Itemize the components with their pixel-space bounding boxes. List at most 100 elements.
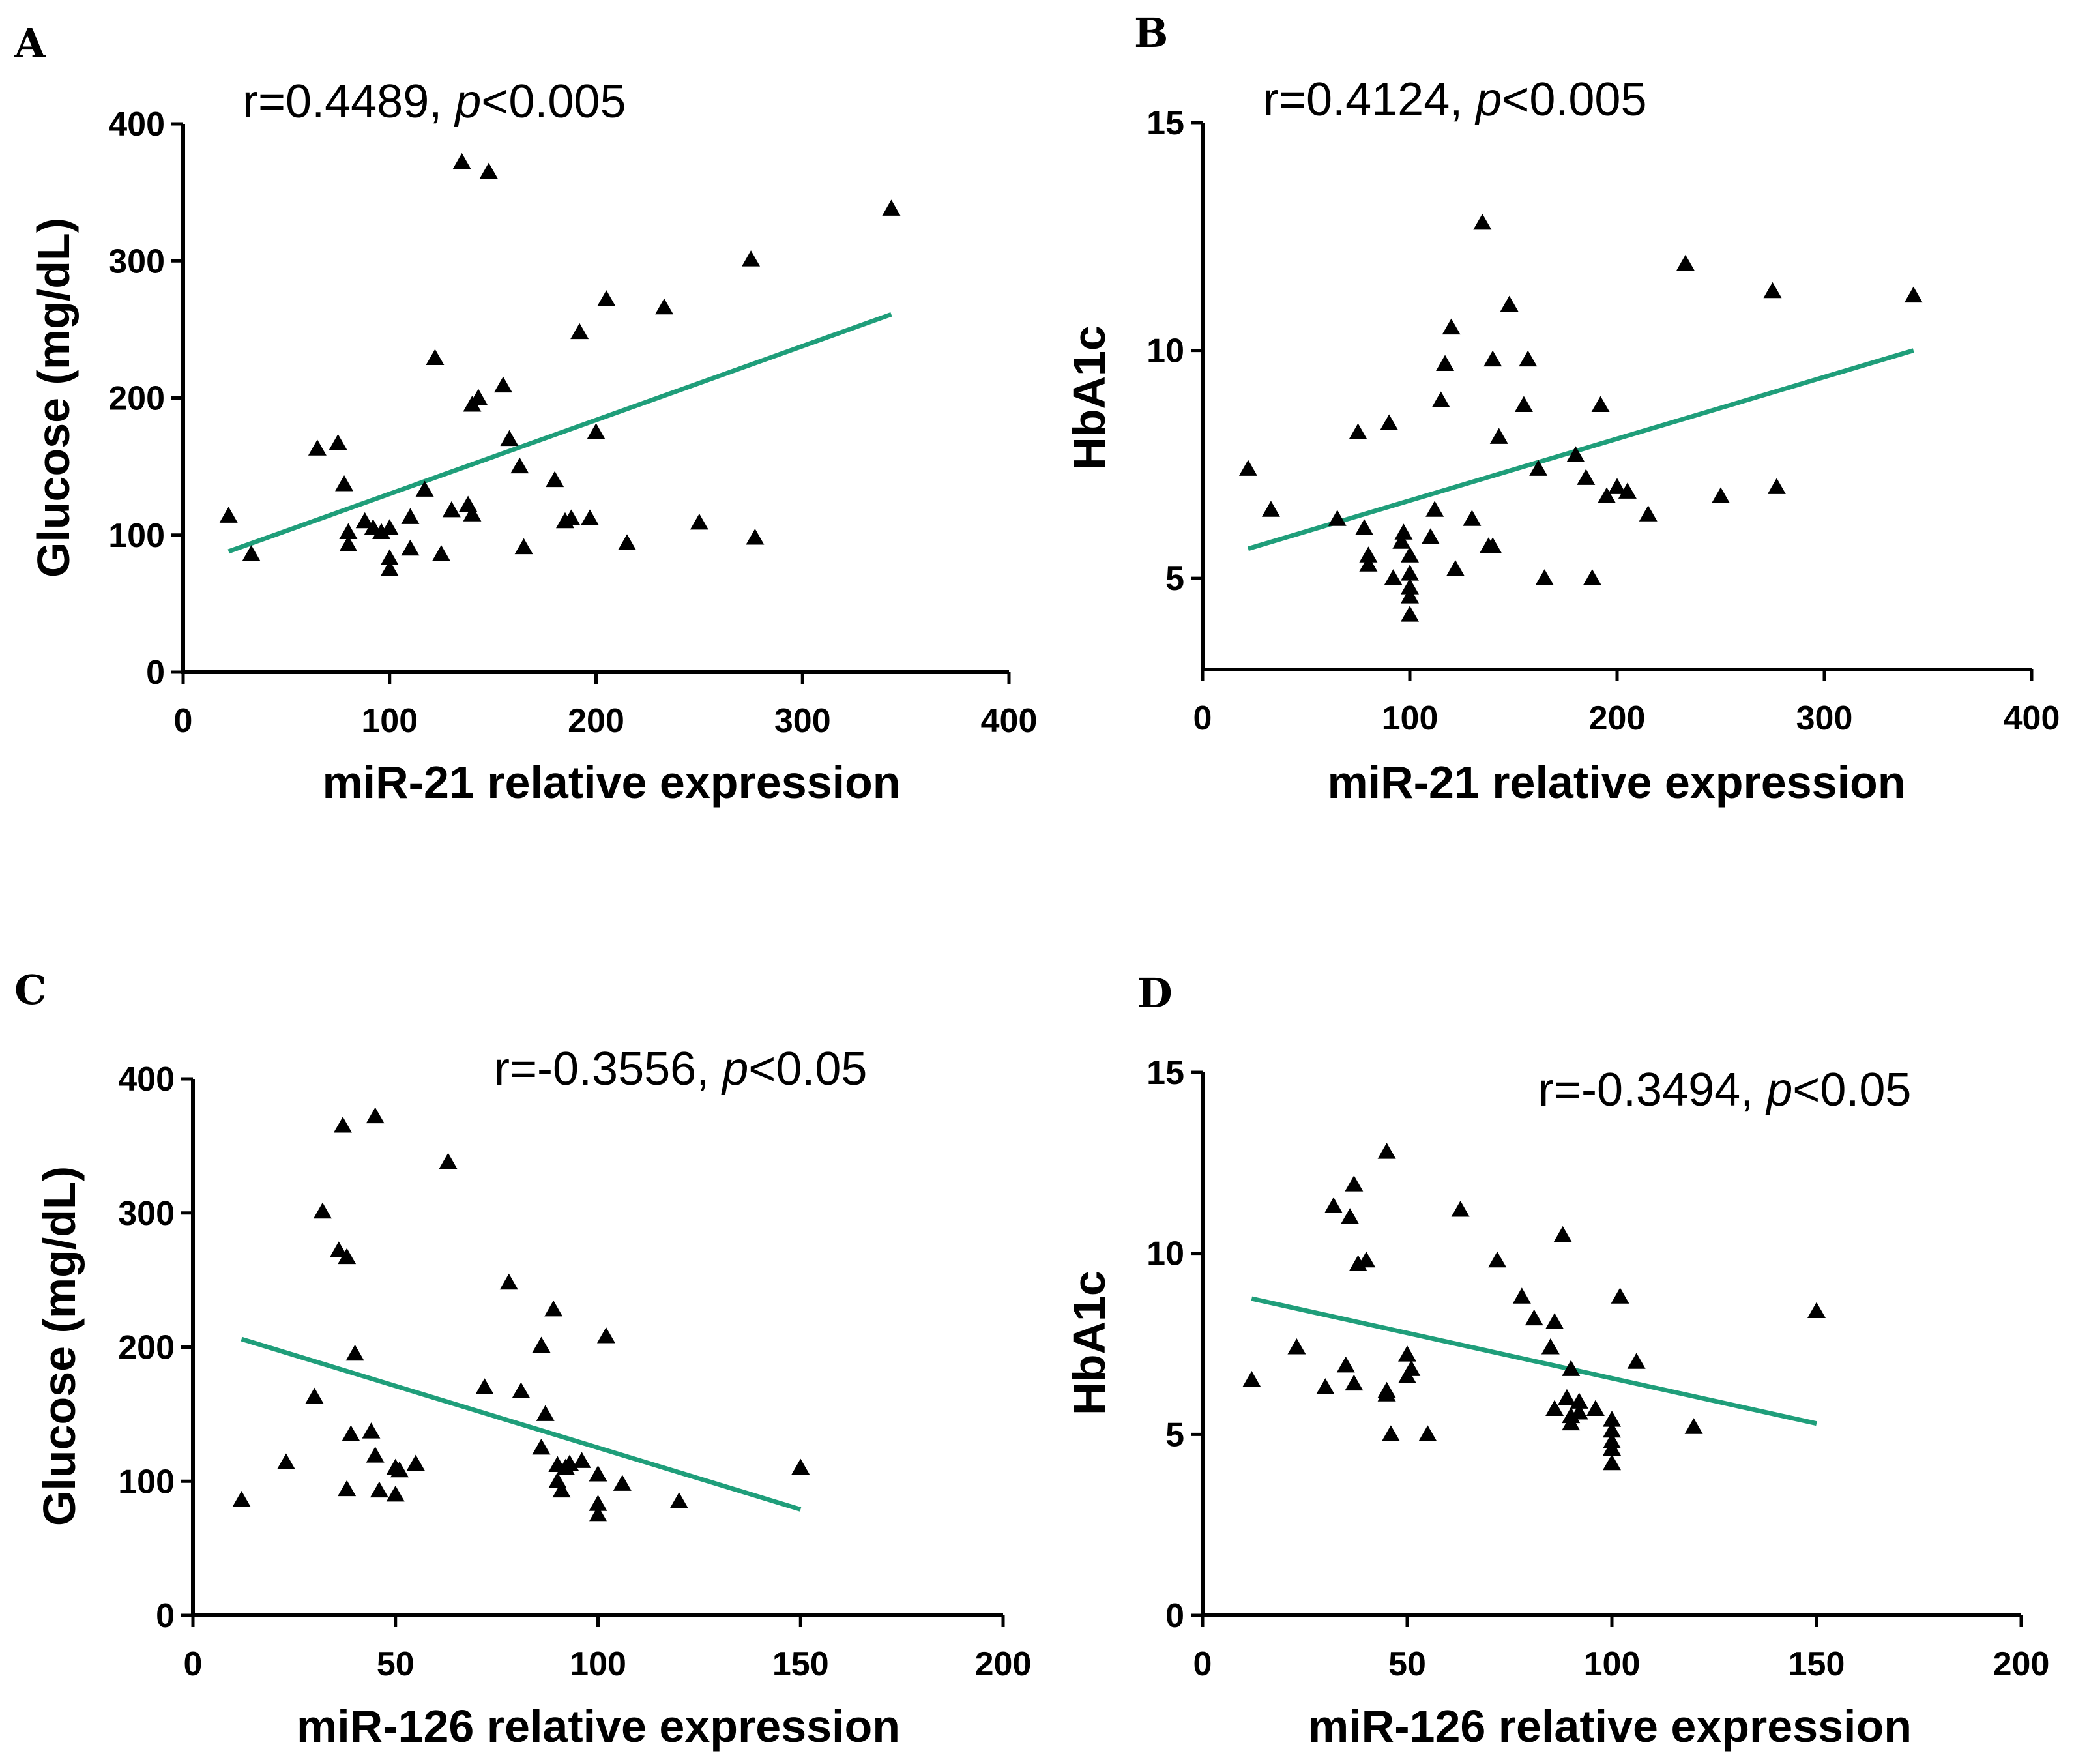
data-point-b	[1431, 391, 1450, 407]
data-point-a	[562, 509, 581, 526]
data-point-a	[479, 162, 498, 179]
y-tick-label-d: 15	[1147, 1054, 1184, 1092]
panel-letter-b: B	[1134, 9, 1168, 57]
data-point-c	[362, 1422, 381, 1439]
data-point-c	[276, 1453, 295, 1469]
data-point-c	[386, 1485, 405, 1502]
data-point-c	[370, 1481, 388, 1498]
data-point-d	[1570, 1404, 1588, 1420]
x-tick-label-a: 300	[774, 702, 831, 740]
data-point-b	[1355, 519, 1374, 535]
x-tick-label-c: 150	[772, 1645, 829, 1683]
panel-b: B r=0.4124, p<0.005 0 100 200 300 400 5 10 15 m…	[1064, 9, 2060, 808]
data-point-b	[1639, 505, 1658, 522]
data-point-a	[339, 523, 358, 540]
data-point-c	[366, 1107, 385, 1124]
regression-line-b	[1247, 348, 1914, 551]
data-point-d	[1603, 1421, 1621, 1438]
data-point-d	[1545, 1313, 1564, 1329]
panel-d: D r=-0.3494, p<0.05 0 50 100 150 200 0 5 10 15 m…	[1064, 969, 2049, 1752]
data-point-a	[580, 509, 599, 526]
y-tick-label-a: 0	[146, 654, 165, 692]
data-point-b	[1529, 460, 1548, 476]
ticks-c: 0 50 100 150 200 0 100 200 300 400	[118, 1061, 1031, 1683]
data-point-a	[500, 430, 519, 447]
data-point-b	[1359, 555, 1378, 572]
data-point-d	[1357, 1251, 1376, 1268]
data-point-b	[1436, 355, 1455, 372]
data-point-d	[1336, 1356, 1355, 1373]
data-point-d	[1807, 1302, 1826, 1319]
y-axis-title-d: HbA1c	[1064, 1271, 1115, 1415]
data-point-c	[791, 1458, 810, 1475]
data-point-a	[618, 534, 637, 550]
y-tick-label-b: 5	[1165, 560, 1184, 598]
data-point-b	[1359, 546, 1378, 563]
data-point-d	[1451, 1201, 1470, 1217]
data-point-a	[469, 389, 488, 405]
x-tick-label-c: 100	[570, 1645, 626, 1683]
y-tick-label-a: 400	[108, 106, 165, 143]
data-point-b	[1763, 282, 1782, 299]
ticks-b: 0 100 200 300 400 5 10 15	[1147, 104, 2060, 737]
data-point-a	[742, 250, 761, 267]
data-point-d	[1345, 1175, 1364, 1192]
data-point-a	[690, 513, 708, 530]
data-point-b	[1483, 350, 1502, 367]
data-point-a	[339, 535, 358, 551]
data-point-b	[1421, 528, 1440, 544]
data-point-d	[1603, 1439, 1621, 1456]
regression-line-a	[227, 312, 892, 554]
x-tick-label-b: 300	[1796, 699, 1853, 737]
y-tick-label-a: 300	[108, 243, 165, 280]
data-point-c	[333, 1117, 352, 1133]
data-point-c	[536, 1405, 555, 1421]
x-tick-label-a: 200	[568, 702, 624, 740]
data-point-c	[439, 1153, 458, 1169]
ticks-a: 0 100 200 300 400 0 100 200 300 400	[108, 106, 1037, 740]
data-point-b	[1608, 478, 1626, 494]
data-point-b	[1591, 396, 1610, 412]
data-point-a	[442, 501, 461, 518]
data-point-d	[1684, 1418, 1703, 1434]
data-points-d	[1242, 1143, 1826, 1471]
data-point-d	[1398, 1345, 1416, 1362]
data-point-d	[1562, 1414, 1581, 1431]
x-tick-label-c: 200	[975, 1645, 1032, 1683]
data-point-d	[1402, 1360, 1421, 1376]
data-point-b	[1712, 487, 1730, 503]
data-point-b	[1261, 501, 1280, 517]
data-point-c	[613, 1475, 632, 1491]
data-point-a	[372, 523, 391, 540]
correlation-stat-d: r=-0.3494, p<0.05	[1538, 1064, 1911, 1116]
panel-letter-d: D	[1137, 969, 1173, 1017]
data-point-d	[1553, 1226, 1572, 1242]
data-point-c	[329, 1241, 348, 1257]
data-point-d	[1488, 1251, 1507, 1268]
y-tick-label-c: 200	[118, 1329, 175, 1367]
data-point-a	[746, 528, 765, 545]
data-point-b	[1519, 350, 1538, 367]
data-point-d	[1545, 1400, 1564, 1416]
y-axis-title-a: Glucose (mg/dL)	[28, 218, 79, 578]
data-point-b	[1483, 537, 1502, 553]
data-point-c	[475, 1378, 494, 1394]
data-point-b	[1489, 428, 1508, 444]
data-point-a	[493, 376, 512, 393]
x-tick-label-b: 200	[1589, 699, 1646, 737]
data-point-c	[345, 1344, 364, 1361]
data-point-b	[1401, 587, 1419, 604]
data-point-b	[1767, 478, 1786, 494]
data-point-c	[552, 1481, 571, 1498]
panel-letter-c: C	[14, 966, 46, 1014]
data-point-b	[1401, 606, 1419, 622]
y-tick-label-c: 100	[118, 1463, 175, 1501]
data-point-a	[452, 153, 471, 169]
data-points-b	[1238, 213, 1923, 622]
data-point-c	[544, 1300, 563, 1317]
data-point-b	[1583, 569, 1601, 585]
data-point-d	[1627, 1353, 1646, 1369]
data-point-c	[532, 1438, 551, 1455]
data-point-b	[1598, 487, 1616, 503]
x-tick-label-a: 0	[174, 702, 193, 740]
